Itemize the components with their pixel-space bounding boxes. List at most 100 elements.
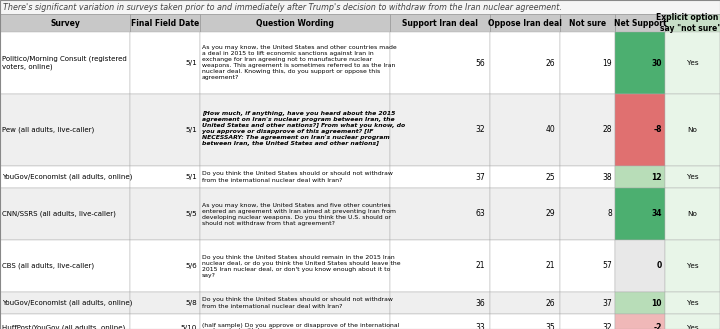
Text: Do you think the United States should or should not withdraw
from the internatio: Do you think the United States should or… xyxy=(202,171,393,183)
Text: 0: 0 xyxy=(657,262,662,270)
Bar xyxy=(200,188,390,240)
Bar xyxy=(560,188,615,240)
Text: Yes: Yes xyxy=(687,60,698,66)
Bar xyxy=(615,240,665,292)
Bar xyxy=(130,188,200,240)
Bar xyxy=(0,0,720,14)
Bar xyxy=(560,14,615,32)
Bar xyxy=(390,32,490,94)
Text: (half sample) Do you approve or disapprove of the international
nuclear deal wit: (half sample) Do you approve or disappro… xyxy=(202,322,400,329)
Bar xyxy=(490,94,560,166)
Text: No: No xyxy=(688,211,698,217)
Bar xyxy=(390,240,490,292)
Text: 56: 56 xyxy=(475,59,485,67)
Bar xyxy=(615,14,665,32)
Bar xyxy=(130,314,200,329)
Text: Not sure: Not sure xyxy=(569,18,606,28)
Text: Survey: Survey xyxy=(50,18,80,28)
Text: 21: 21 xyxy=(475,262,485,270)
Text: 5/1: 5/1 xyxy=(185,60,197,66)
Bar xyxy=(665,188,720,240)
Text: 19: 19 xyxy=(603,59,612,67)
Text: 29: 29 xyxy=(545,210,555,218)
Text: 38: 38 xyxy=(603,172,612,182)
Bar xyxy=(490,314,560,329)
Bar xyxy=(390,166,490,188)
Text: Explicit option to
say "not sure"?: Explicit option to say "not sure"? xyxy=(655,13,720,33)
Bar xyxy=(490,166,560,188)
Text: HuffPost/YouGov (all adults, online): HuffPost/YouGov (all adults, online) xyxy=(2,325,125,329)
Text: 28: 28 xyxy=(603,125,612,135)
Text: 32: 32 xyxy=(475,125,485,135)
Text: 21: 21 xyxy=(546,262,555,270)
Text: 37: 37 xyxy=(602,298,612,308)
Text: 5/1: 5/1 xyxy=(185,127,197,133)
Bar xyxy=(130,240,200,292)
Text: 5/5: 5/5 xyxy=(185,211,197,217)
Text: Yes: Yes xyxy=(687,325,698,329)
Bar xyxy=(665,240,720,292)
Text: Support Iran deal: Support Iran deal xyxy=(402,18,478,28)
Bar xyxy=(490,188,560,240)
Text: 12: 12 xyxy=(652,172,662,182)
Bar xyxy=(615,314,665,329)
Bar xyxy=(200,14,390,32)
Text: Net Support: Net Support xyxy=(613,18,666,28)
Text: No: No xyxy=(688,127,698,133)
Bar xyxy=(0,292,130,314)
Text: 26: 26 xyxy=(545,298,555,308)
Bar xyxy=(200,94,390,166)
Bar xyxy=(560,32,615,94)
Bar xyxy=(200,32,390,94)
Text: Yes: Yes xyxy=(687,174,698,180)
Text: Final Field Date: Final Field Date xyxy=(131,18,199,28)
Bar xyxy=(390,188,490,240)
Bar xyxy=(0,32,130,94)
Text: [How much, if anything, have you heard about the 2015
agreement on Iran's nuclea: [How much, if anything, have you heard a… xyxy=(202,111,405,146)
Bar xyxy=(390,292,490,314)
Bar xyxy=(0,240,130,292)
Bar xyxy=(665,314,720,329)
Text: CBS (all adults, live-caller): CBS (all adults, live-caller) xyxy=(2,263,94,269)
Bar xyxy=(665,32,720,94)
Text: 40: 40 xyxy=(545,125,555,135)
Text: 26: 26 xyxy=(545,59,555,67)
Text: 63: 63 xyxy=(475,210,485,218)
Text: 5/1: 5/1 xyxy=(185,174,197,180)
Bar xyxy=(130,292,200,314)
Text: As you may know, the United States and other countries made
a deal in 2015 to li: As you may know, the United States and o… xyxy=(202,45,397,81)
Bar xyxy=(200,240,390,292)
Text: As you may know, the United States and five other countries
entered an agreement: As you may know, the United States and f… xyxy=(202,203,396,225)
Bar xyxy=(130,32,200,94)
Text: 10: 10 xyxy=(652,298,662,308)
Text: Oppose Iran deal: Oppose Iran deal xyxy=(488,18,562,28)
Bar xyxy=(490,292,560,314)
Text: CNN/SSRS (all adults, live-caller): CNN/SSRS (all adults, live-caller) xyxy=(2,211,116,217)
Text: 25: 25 xyxy=(545,172,555,182)
Bar xyxy=(130,94,200,166)
Bar xyxy=(390,314,490,329)
Bar xyxy=(560,292,615,314)
Bar xyxy=(665,14,720,32)
Text: 57: 57 xyxy=(602,262,612,270)
Text: -2: -2 xyxy=(654,323,662,329)
Text: 34: 34 xyxy=(652,210,662,218)
Bar xyxy=(0,166,130,188)
Text: 33: 33 xyxy=(475,323,485,329)
Text: 8: 8 xyxy=(607,210,612,218)
Text: YouGov/Economist (all adults, online): YouGov/Economist (all adults, online) xyxy=(2,300,132,306)
Text: Do you think the United States should or should not withdraw
from the internatio: Do you think the United States should or… xyxy=(202,297,393,309)
Text: Do you think the United States should remain in the 2015 Iran
nuclear deal, or d: Do you think the United States should re… xyxy=(202,255,400,277)
Bar xyxy=(560,240,615,292)
Text: 5/8: 5/8 xyxy=(185,300,197,306)
Bar xyxy=(615,94,665,166)
Bar xyxy=(200,314,390,329)
Bar xyxy=(615,188,665,240)
Bar xyxy=(615,32,665,94)
Text: -8: -8 xyxy=(654,125,662,135)
Bar xyxy=(615,166,665,188)
Bar xyxy=(490,14,560,32)
Text: 30: 30 xyxy=(652,59,662,67)
Text: Yes: Yes xyxy=(687,300,698,306)
Text: Yes: Yes xyxy=(687,263,698,269)
